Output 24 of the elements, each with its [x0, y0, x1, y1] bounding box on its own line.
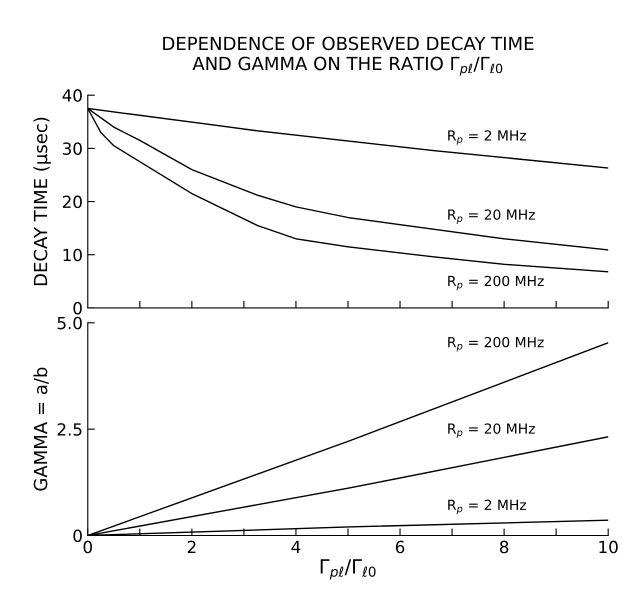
y-axis-title: DECAY TIME (μsec) [33, 118, 51, 286]
y-tick-label: 20 [62, 196, 82, 208]
x-tick-label: 4 [291, 540, 300, 554]
series-label: R$_{p}$ = 200 MHz [448, 276, 544, 290]
y-tick-label: 10 [64, 248, 82, 262]
y-tick-label: 40 [62, 89, 82, 102]
y-tick-label: 5.0 [58, 316, 82, 330]
series-label: R$_{p}$ = 20 MHz [448, 423, 535, 438]
x-tick-label: 10 [599, 540, 618, 554]
y-tick-label: 0 [73, 529, 82, 542]
series-label: R$_{p}$ = 2 MHz [448, 500, 526, 514]
y-tick-label: 0 [73, 302, 82, 314]
x-axis-title: Γ$_{pℓ}$/Γ$_{ℓ0}$ [320, 559, 376, 580]
series-label: R$_{p}$ = 200 MHz [448, 336, 544, 352]
y-tick-label: 30 [62, 142, 82, 155]
x-tick-label: 2 [188, 540, 196, 554]
x-tick-label: 6 [396, 540, 404, 554]
chart-title: DEPENDENCE OF OBSERVED DECAY TIME AND GAMMA ON THE RATIO Γ$_{pℓ}$/Γ$_{ℓ0}$ [163, 36, 534, 76]
y-tick-label: 2.5 [58, 423, 82, 436]
y-axis-title: GAMMA = a/b [33, 368, 49, 491]
series-label: R$_{p}$ = 2 MHz [448, 130, 526, 145]
x-tick-label: 8 [500, 540, 508, 554]
series-label: R$_{p}$ = 20 MHz [448, 209, 535, 224]
x-tick-label: 0 [84, 540, 92, 554]
